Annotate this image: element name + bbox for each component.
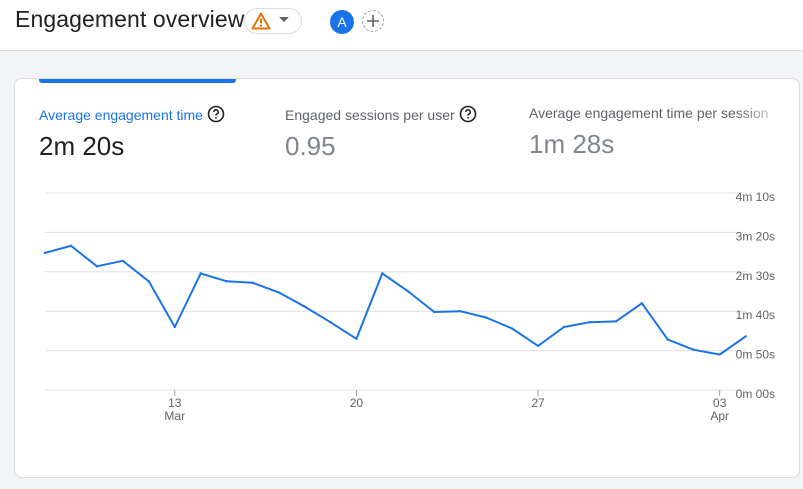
data-point: [199, 272, 202, 275]
y-tick-label: 4m 10s: [736, 190, 775, 204]
data-point: [744, 335, 747, 338]
page-title: Engagement overview: [15, 6, 245, 32]
metric-label: Average engagement time per session: [529, 105, 769, 121]
metric-label: Engaged sessions per user: [285, 107, 455, 123]
data-point: [510, 327, 514, 330]
page-header: Engagement overview A: [0, 0, 803, 51]
data-point: [588, 321, 592, 324]
metric-tab-engaged-sessions-per-user[interactable]: Engaged sessions per user 0.95: [285, 105, 477, 162]
data-point: [718, 353, 721, 356]
x-tick-month-label: Mar: [164, 409, 185, 423]
data-point: [147, 280, 150, 283]
data-point: [95, 265, 99, 268]
y-tick-label: 0m 00s: [736, 387, 775, 401]
warning-dropdown[interactable]: [244, 8, 302, 34]
x-tick-label: 13: [168, 396, 182, 410]
data-point: [381, 272, 384, 275]
data-point: [43, 251, 47, 255]
add-comparison-button[interactable]: [362, 10, 384, 32]
plus-icon: [367, 15, 379, 27]
data-point: [692, 348, 695, 352]
data-point: [69, 244, 73, 247]
avatar[interactable]: A: [330, 10, 354, 34]
metric-label: Average engagement time: [39, 107, 203, 123]
x-tick-label: 27: [531, 396, 545, 410]
data-point: [121, 259, 125, 262]
data-point: [173, 325, 176, 329]
engagement-line-chart: 0m 00s 0m 50s 1m 40s 2m 30s 3m 20s 4m 10s 13Ma…: [43, 190, 775, 423]
y-tick-label: 1m 40s: [736, 308, 775, 322]
data-point: [484, 316, 488, 319]
caret-down-icon: [279, 17, 289, 22]
data-point: [562, 325, 566, 329]
metric-tab-average-engagement-time[interactable]: Average engagement time 2m 20s: [39, 105, 225, 162]
data-point: [277, 291, 280, 294]
metric-value: 0.95: [285, 131, 336, 161]
data-point: [536, 344, 540, 348]
x-tick-month-label: Apr: [710, 409, 729, 423]
selected-tab-indicator: [39, 79, 236, 83]
data-point: [614, 320, 618, 323]
engagement-card: Average engagement time 2m 20s Engaged s…: [14, 78, 800, 478]
data-point: [225, 280, 228, 283]
label-fade-overlay: [735, 99, 799, 139]
data-point: [251, 281, 254, 285]
y-tick-label: 3m 20s: [736, 229, 775, 243]
y-tick-label: 2m 30s: [736, 269, 775, 283]
help-icon[interactable]: [459, 105, 477, 123]
series-line: [44, 244, 747, 356]
data-point: [433, 310, 436, 314]
metric-value: 2m 20s: [39, 131, 125, 161]
help-icon[interactable]: [207, 105, 225, 123]
x-tick-label: 20: [350, 396, 364, 410]
data-point: [407, 290, 410, 293]
data-point: [329, 321, 332, 324]
data-point: [640, 302, 644, 305]
data-point: [666, 338, 669, 341]
metric-tab-average-engagement-time-per-session[interactable]: Average engagement time per session 1m 2…: [529, 105, 781, 160]
data-point: [303, 305, 306, 308]
data-point: [355, 337, 358, 340]
x-tick-label: 03: [713, 396, 727, 410]
data-point: [459, 310, 462, 313]
y-tick-label: 0m 50s: [736, 348, 775, 362]
warning-icon: [251, 12, 271, 30]
metric-value: 1m 28s: [529, 129, 615, 159]
